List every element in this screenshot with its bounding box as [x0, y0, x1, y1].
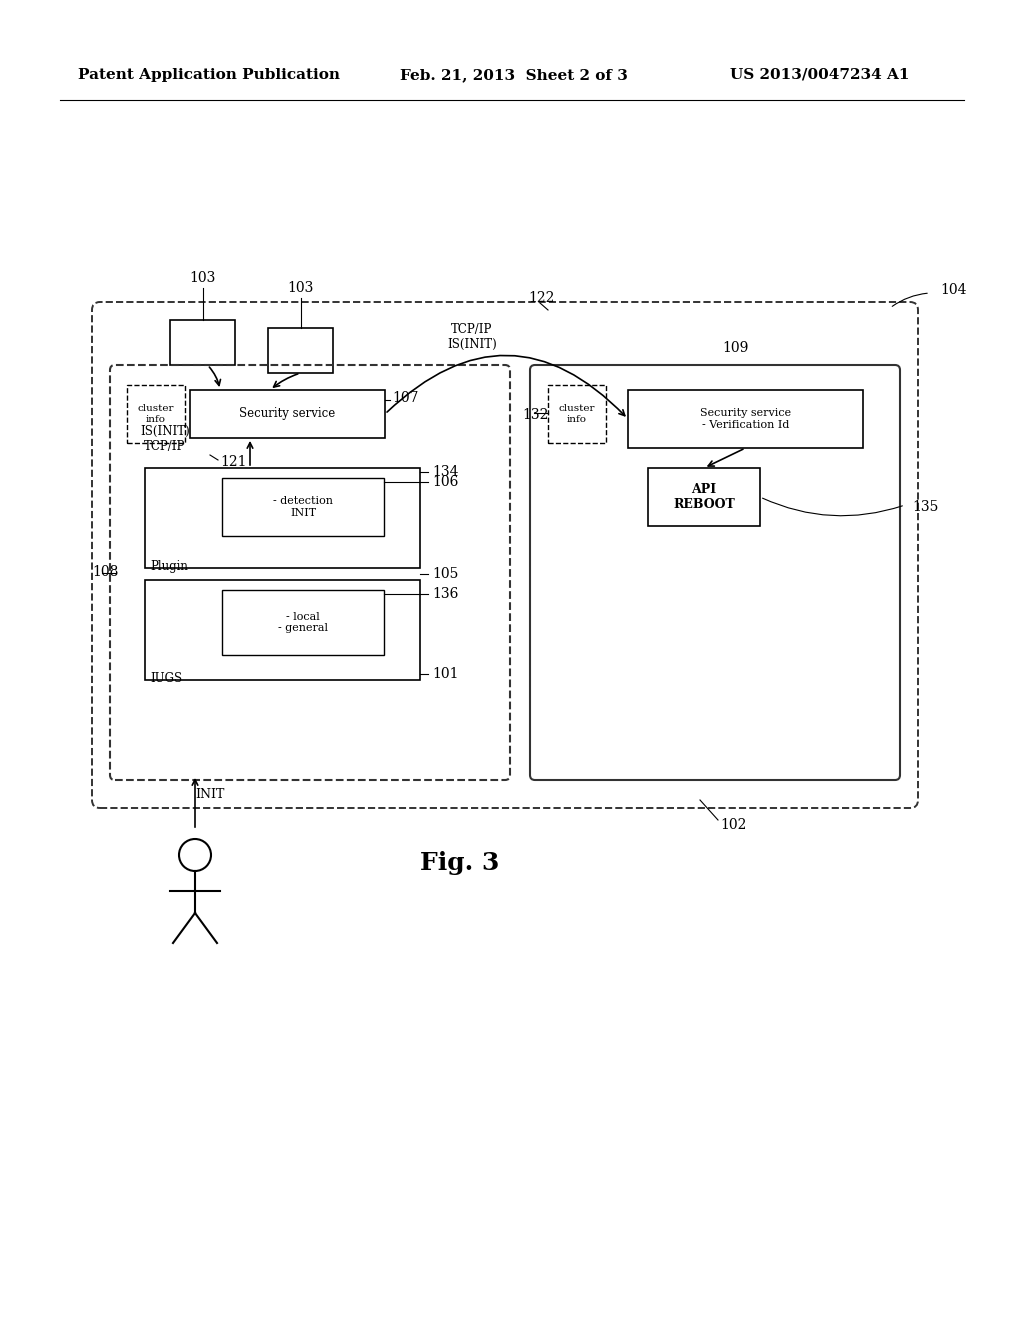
Bar: [548, 385, 606, 444]
Text: IUGS: IUGS: [150, 672, 182, 685]
Text: Fig. 3: Fig. 3: [420, 851, 500, 875]
Text: 105: 105: [432, 568, 459, 581]
Bar: [145, 579, 420, 680]
Text: IS(INIT)
TCP/IP: IS(INIT) TCP/IP: [140, 425, 189, 453]
Bar: [170, 319, 234, 366]
Text: Security service
- Verification Id: Security service - Verification Id: [700, 408, 792, 430]
Text: 122: 122: [528, 290, 554, 305]
Text: Patent Application Publication: Patent Application Publication: [78, 69, 340, 82]
Bar: [190, 389, 385, 438]
Bar: [648, 469, 760, 525]
Bar: [127, 385, 185, 444]
Text: 106: 106: [432, 475, 459, 488]
Text: 132: 132: [522, 408, 549, 422]
Text: 109: 109: [722, 341, 749, 355]
Bar: [145, 469, 420, 568]
Text: Security service: Security service: [240, 408, 336, 421]
Text: 104: 104: [940, 282, 967, 297]
Text: cluster
info: cluster info: [559, 404, 595, 424]
Text: Plugin: Plugin: [150, 560, 187, 573]
Text: 135: 135: [912, 500, 938, 513]
Text: 103: 103: [189, 271, 216, 285]
Text: TCP/IP
IS(INIT): TCP/IP IS(INIT): [447, 323, 497, 351]
Text: 101: 101: [432, 667, 459, 681]
Bar: [222, 478, 384, 536]
Text: cluster
info: cluster info: [138, 404, 174, 424]
Bar: [222, 590, 384, 655]
Text: 107: 107: [392, 391, 419, 405]
Text: Feb. 21, 2013  Sheet 2 of 3: Feb. 21, 2013 Sheet 2 of 3: [400, 69, 628, 82]
Bar: [268, 327, 333, 374]
Text: 134: 134: [432, 465, 459, 479]
Text: 121: 121: [220, 455, 247, 469]
Text: 108: 108: [92, 565, 119, 579]
Text: INIT: INIT: [195, 788, 224, 801]
Bar: [628, 389, 863, 447]
Text: API
REBOOT: API REBOOT: [673, 483, 735, 511]
Text: 103: 103: [288, 281, 313, 294]
Text: 136: 136: [432, 587, 459, 601]
Text: US 2013/0047234 A1: US 2013/0047234 A1: [730, 69, 909, 82]
Text: 102: 102: [720, 818, 746, 832]
Text: - local
- general: - local - general: [278, 611, 328, 634]
Text: - detection
INIT: - detection INIT: [273, 496, 333, 517]
